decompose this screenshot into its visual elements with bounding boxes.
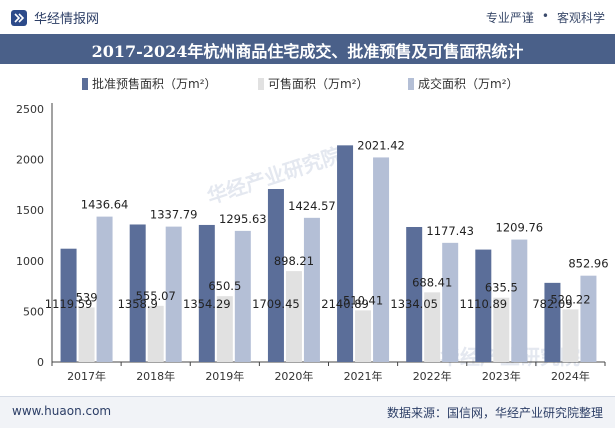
bar: [78, 307, 95, 362]
bar: [129, 224, 146, 362]
tagline-right: 客观科学: [556, 11, 605, 25]
bar: [285, 271, 302, 362]
data-label: 555.07: [136, 289, 176, 303]
data-label: 898.21: [274, 254, 314, 268]
data-label: 1119.59: [45, 297, 93, 311]
bar: [580, 275, 597, 362]
title-bar: 2017-2024年杭州商品住宅成交、批准预售及可售面积统计: [0, 34, 615, 64]
legend-label: 可售面积（万m²）: [268, 76, 369, 91]
data-label: 650.5: [208, 279, 241, 293]
tagline-left: 专业严谨: [485, 11, 534, 25]
legend-swatch: [408, 78, 414, 90]
x-tick-label: 2017年: [67, 369, 106, 383]
legend-label: 成交面积（万m²）: [418, 76, 519, 91]
data-label: 510.41: [343, 293, 383, 307]
y-tick-label: 2000: [16, 154, 44, 167]
data-label: 1436.64: [81, 198, 129, 212]
bar: [216, 296, 233, 362]
bar: [562, 309, 579, 362]
bar: [442, 242, 459, 362]
bar: [511, 239, 528, 362]
bar: [373, 157, 390, 362]
chart-title: 2017-2024年杭州商品住宅成交、批准预售及可售面积统计: [91, 42, 524, 61]
x-tick-label: 2024年: [551, 369, 590, 383]
data-label: 1709.45: [252, 297, 300, 311]
y-tick-label: 2500: [16, 103, 44, 116]
data-label: 1358.9: [118, 297, 158, 311]
data-label: 635.5: [485, 281, 518, 295]
bar: [337, 145, 354, 362]
data-label: 1334.05: [390, 297, 438, 311]
chart-area: 华经产业研究院 华经产业研究院 批准预售面积（万m²） 可售面积（万m²） 成交面积（万…: [0, 64, 615, 394]
data-label: 1354.29: [183, 297, 231, 311]
data-label: 520.22: [550, 292, 590, 306]
data-label: 2140.89: [321, 297, 369, 311]
legend-swatch: [82, 78, 88, 90]
data-label: 1177.43: [426, 224, 474, 238]
brand-logo-icon: [11, 9, 27, 26]
x-tick-label: 2023年: [482, 369, 521, 383]
data-label: 852.96: [568, 257, 608, 271]
bar: [303, 217, 320, 362]
top-header: 华经情报网 专业严谨 • 客观科学: [0, 0, 615, 34]
x-tick-label: 2021年: [344, 369, 383, 383]
x-tick-label: 2019年: [205, 369, 244, 383]
footer-website: www.huaon.com: [12, 404, 112, 418]
bar: [234, 230, 251, 362]
bar: [493, 297, 510, 362]
bar: [96, 216, 113, 362]
legend-swatch: [258, 78, 264, 90]
legend-label: 批准预售面积（万m²）: [92, 76, 217, 91]
x-tick-label: 2020年: [274, 369, 313, 383]
bullet-icon: •: [541, 9, 549, 23]
bar: [424, 292, 441, 362]
data-label: 2021.42: [357, 138, 405, 152]
data-label: 1110.89: [460, 297, 508, 311]
data-label: 782.09: [532, 297, 572, 311]
data-label: 1337.79: [150, 208, 198, 222]
x-tick-label: 2022年: [413, 369, 452, 383]
bar: [355, 310, 372, 362]
bar: [60, 248, 77, 362]
y-tick-label: 500: [23, 305, 44, 318]
bar: [198, 224, 215, 362]
bar: [165, 226, 182, 362]
tagline: 专业严谨 • 客观科学: [486, 9, 605, 26]
y-tick-label: 0: [37, 356, 44, 369]
bar: [406, 226, 423, 362]
y-tick-label: 1000: [16, 255, 44, 268]
data-label: 539: [76, 290, 98, 304]
data-label: 688.41: [412, 275, 452, 289]
data-label: 1295.63: [219, 212, 267, 226]
footer: www.huaon.com 数据来源：国信网，华经产业研究院整理: [0, 396, 615, 428]
data-label: 1209.76: [496, 221, 544, 235]
brand: 华经情报网: [10, 8, 99, 27]
bar: [544, 282, 561, 362]
bar: [267, 189, 284, 362]
y-tick-label: 1500: [16, 204, 44, 217]
bar: [147, 305, 164, 362]
footer-source: 数据来源：国信网，华经产业研究院整理: [386, 406, 603, 420]
data-label: 1424.57: [288, 199, 336, 213]
bar: [475, 249, 492, 362]
x-tick-label: 2018年: [136, 369, 175, 383]
brand-name: 华经情报网: [34, 12, 100, 27]
